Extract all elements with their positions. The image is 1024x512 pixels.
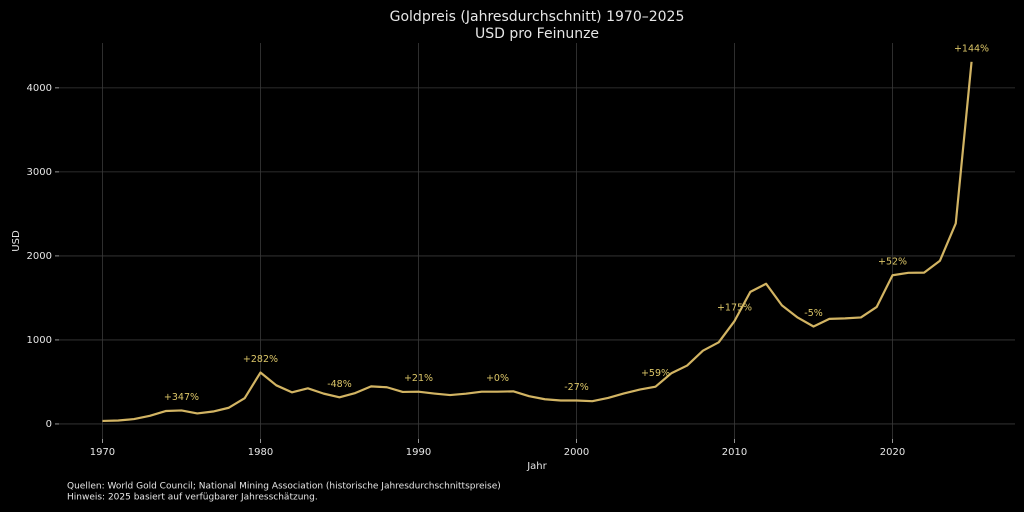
x-tick-label: 1990 bbox=[406, 447, 431, 458]
price-line bbox=[102, 61, 973, 423]
annotation: +347% bbox=[164, 392, 199, 403]
x-axis-label: Jahr bbox=[526, 461, 547, 472]
footnote: Hinweis: 2025 basiert auf verfügbarer Ja… bbox=[67, 493, 318, 503]
annotation: +52% bbox=[878, 257, 907, 268]
chart-subtitle: USD pro Feinunze bbox=[475, 26, 599, 42]
annotation: -48% bbox=[327, 379, 352, 390]
annotation: -5% bbox=[804, 308, 823, 319]
footnote: Quellen: World Gold Council; National Mi… bbox=[67, 482, 501, 492]
y-axis-label: USD bbox=[11, 230, 22, 252]
annotation: +282% bbox=[243, 354, 278, 365]
y-tick-label: 1000 bbox=[27, 335, 52, 346]
x-tick-label: 1970 bbox=[90, 447, 115, 458]
x-tick-label: 2000 bbox=[564, 447, 589, 458]
chart-title: Goldpreis (Jahresdurchschnitt) 1970–2025 bbox=[390, 9, 685, 25]
y-tick-label: 3000 bbox=[27, 167, 52, 178]
annotation: +0% bbox=[486, 373, 509, 384]
y-tick-label: 2000 bbox=[27, 251, 52, 262]
annotation: +59% bbox=[641, 368, 670, 379]
y-tick-label: 0 bbox=[46, 419, 52, 430]
annotation: +175% bbox=[717, 303, 752, 314]
x-tick-label: 1980 bbox=[248, 447, 273, 458]
y-tick-label: 4000 bbox=[27, 83, 52, 94]
annotation: +21% bbox=[404, 373, 433, 384]
annotation: +144% bbox=[954, 43, 989, 54]
annotation: -27% bbox=[564, 382, 589, 393]
x-tick-label: 2020 bbox=[880, 447, 905, 458]
x-tick-label: 2010 bbox=[722, 447, 747, 458]
